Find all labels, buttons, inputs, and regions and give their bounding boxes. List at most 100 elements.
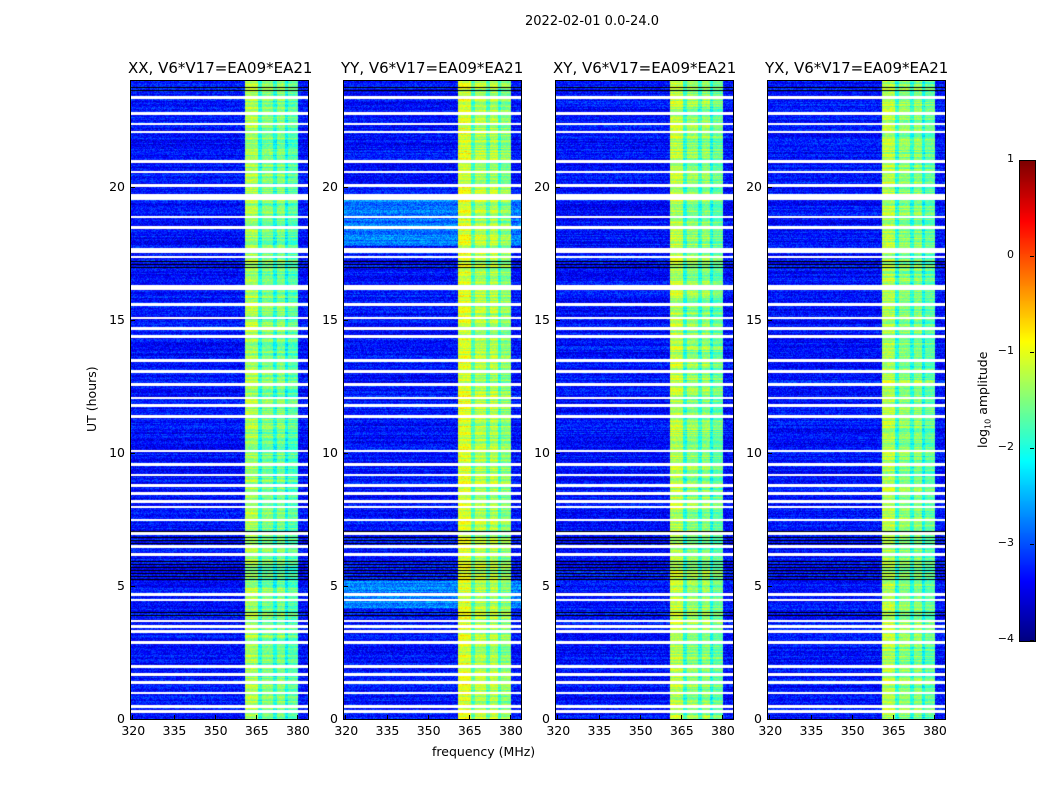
colorbar-tick-label: −4 — [997, 632, 1014, 645]
y-tick-mark — [131, 453, 135, 455]
x-tick-label: 380 — [286, 723, 310, 738]
colorbar-tick-mark — [1030, 256, 1034, 257]
y-tick-label: 0 — [542, 711, 550, 726]
colorbar-label: log10 amplitude — [975, 351, 993, 448]
x-tick-label: 365 — [669, 723, 694, 738]
y-tick-mark — [344, 320, 348, 322]
colorbar-tick-mark — [1030, 160, 1034, 161]
y-tick-label: 5 — [117, 578, 125, 594]
y-tick-label: 20 — [746, 179, 762, 195]
panel-title: YX, V6*V17=EA09*EA21 — [765, 59, 949, 77]
x-tick-label: 335 — [162, 723, 187, 738]
x-tick-label: 365 — [457, 723, 482, 738]
y-tick-mark — [768, 453, 772, 455]
x-tick-mark — [173, 715, 175, 719]
x-tick-mark — [598, 715, 600, 719]
x-tick-mark — [386, 715, 388, 719]
panel-title: YY, V6*V17=EA09*EA21 — [341, 59, 524, 77]
colorbar-tick-label: −1 — [997, 344, 1014, 357]
y-tick-mark — [344, 586, 348, 588]
y-tick-mark — [768, 320, 772, 322]
x-tick-mark — [510, 715, 512, 719]
y-tick-mark — [556, 719, 560, 720]
x-tick-label: 380 — [923, 723, 947, 738]
heatmap-panel — [130, 80, 309, 720]
y-tick-mark — [556, 453, 560, 455]
y-tick-mark — [556, 187, 560, 189]
y-tick-label: 10 — [534, 445, 550, 461]
colorbar-tick-mark — [1030, 640, 1034, 641]
x-tick-mark — [557, 715, 559, 719]
colorbar — [1019, 160, 1036, 642]
colorbar-tick-mark — [1030, 544, 1034, 545]
figure-title: 2022-02-01 0.0-24.0 — [525, 14, 659, 29]
x-tick-label: 335 — [587, 723, 612, 738]
y-tick-mark — [344, 719, 348, 720]
y-tick-mark — [768, 719, 772, 720]
x-tick-mark — [892, 715, 894, 719]
x-tick-label: 320 — [546, 723, 571, 738]
x-tick-label: 365 — [244, 723, 269, 738]
y-tick-label: 0 — [117, 711, 125, 726]
heatmap-panel — [343, 80, 522, 720]
x-tick-label: 365 — [881, 723, 906, 738]
y-tick-label: 20 — [109, 179, 125, 195]
x-tick-mark — [810, 715, 812, 719]
colorbar-tick-label: 1 — [1007, 152, 1014, 165]
x-tick-mark — [297, 715, 299, 719]
y-tick-label: 15 — [109, 312, 125, 328]
x-tick-mark — [345, 715, 347, 719]
x-tick-label: 350 — [840, 723, 865, 738]
x-tick-label: 380 — [499, 723, 523, 738]
y-tick-mark — [344, 187, 348, 189]
x-axis-label: frequency (MHz) — [432, 744, 536, 759]
y-tick-label: 5 — [542, 578, 550, 594]
x-tick-mark — [851, 715, 853, 719]
y-tick-label: 15 — [322, 312, 338, 328]
x-tick-mark — [934, 715, 936, 719]
y-tick-mark — [131, 187, 135, 189]
x-tick-mark — [132, 715, 134, 719]
x-tick-label: 350 — [203, 723, 228, 738]
y-tick-mark — [556, 320, 560, 322]
x-tick-label: 350 — [628, 723, 653, 738]
x-tick-label: 320 — [758, 723, 783, 738]
y-tick-mark — [131, 320, 135, 322]
y-tick-mark — [344, 453, 348, 455]
y-tick-label: 0 — [330, 711, 338, 726]
y-tick-label: 5 — [330, 578, 338, 594]
x-tick-mark — [680, 715, 682, 719]
x-tick-label: 320 — [121, 723, 146, 738]
y-tick-label: 15 — [746, 312, 762, 328]
y-axis-label: UT (hours) — [84, 366, 99, 432]
x-tick-label: 335 — [375, 723, 400, 738]
y-tick-label: 10 — [746, 445, 762, 461]
y-tick-label: 20 — [534, 179, 550, 195]
y-tick-label: 0 — [754, 711, 762, 726]
colorbar-tick-label: 0 — [1007, 248, 1014, 261]
panel-title: XY, V6*V17=EA09*EA21 — [553, 59, 737, 77]
y-tick-label: 10 — [109, 445, 125, 461]
colorbar-tick-mark — [1030, 352, 1034, 353]
x-tick-mark — [214, 715, 216, 719]
colorbar-tick-label: −2 — [997, 440, 1014, 453]
y-tick-mark — [131, 719, 135, 720]
x-tick-mark — [639, 715, 641, 719]
y-tick-label: 5 — [754, 578, 762, 594]
y-tick-mark — [131, 586, 135, 588]
colorbar-tick-label: −3 — [997, 536, 1014, 549]
x-tick-mark — [255, 715, 257, 719]
y-tick-label: 15 — [534, 312, 550, 328]
x-tick-label: 350 — [416, 723, 441, 738]
y-tick-label: 20 — [322, 179, 338, 195]
y-tick-mark — [768, 586, 772, 588]
colorbar-tick-mark — [1030, 448, 1034, 449]
x-tick-label: 320 — [334, 723, 359, 738]
x-tick-mark — [769, 715, 771, 719]
x-tick-label: 335 — [799, 723, 824, 738]
y-tick-mark — [556, 586, 560, 588]
x-tick-mark — [722, 715, 724, 719]
heatmap-panel — [767, 80, 946, 720]
x-tick-mark — [427, 715, 429, 719]
